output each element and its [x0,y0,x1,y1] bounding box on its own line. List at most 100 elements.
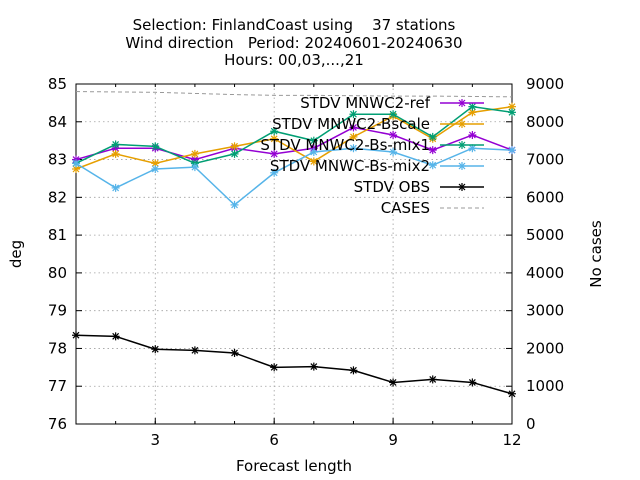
legend-stdv-mnwc-bs-mix2-label: STDV MNWC-Bs-mix2 [270,157,430,175]
series-stdv-mnwc2-ref-point [468,131,477,139]
series-stdv-mnwc-bs-mix2-line [75,147,513,206]
series-stdv-mnwc2-bs-mix1-point [270,127,279,136]
series-stdv-obs-point [190,346,199,355]
series-stdv-mnwc-bs-mix2-point [428,161,437,170]
title-line-2: Wind direction Period: 20240601-20240630 [125,34,462,52]
x-axis-label: Forecast length [236,457,352,475]
y-axis-label: deg [7,240,25,268]
series-stdv-mnwc2-bs-mix1-point [151,142,160,151]
series-stdv-mnwc-bs-mix2-point [151,165,160,173]
legend-stdv-mnwc2-bs-mix1: STDV MNWC2-Bs-mix1 [260,136,484,154]
series-stdv-mnwc-bs-mix2-point [349,144,358,153]
series-stdv-mnwc2-bs-mix1-point [508,108,516,117]
y-tick-label: 82 [48,188,67,206]
series-stdv-mnwc2-bs-mix1-point [428,132,437,141]
x-tick-label: 6 [269,431,279,449]
y-tick-label: 76 [48,415,67,433]
legend-stdv-mnwc2-bscale-marker [458,120,466,128]
y-tick-label: 83 [48,151,67,169]
legend-stdv-obs: STDV OBS [354,178,484,196]
series-stdv-mnwc2-bscale-point [270,134,279,143]
y2-tick-label: 5000 [526,226,564,244]
y-tick-label: 78 [48,339,67,357]
series-stdv-mnwc2-ref-point [270,149,279,158]
y2-tick-label: 2000 [526,339,564,357]
plot-frame [75,83,513,425]
series-stdv-obs [72,331,516,398]
series-stdv-obs-point [309,362,318,371]
legend-stdv-mnwc2-ref-label: STDV MNWC2-ref [300,94,430,112]
series-stdv-mnwc2-bs-mix1-point [349,110,358,119]
series-stdv-mnwc2-bs-mix1-point [468,102,477,111]
title-line-3: Hours: 00,03,...,21 [224,51,364,69]
grid [76,84,512,424]
series-stdv-mnwc2-ref-point [349,123,358,132]
series-cases [75,91,513,98]
series-stdv-mnwc2-bscale-point [349,132,358,141]
series-stdv-obs-point [389,378,398,387]
series-stdv-obs-line [75,334,513,395]
legend-stdv-mnwc2-ref: STDV MNWC2-ref [300,94,484,112]
series-stdv-mnwc2-bscale-point [190,149,199,158]
series-stdv-mnwc-bs-mix2-point [230,200,239,209]
series-stdv-mnwc-bs-mix2-point [72,159,80,168]
series-stdv-obs-point [468,378,477,387]
y-tick-label: 85 [48,75,67,93]
legend-stdv-obs-marker [458,183,466,191]
y2-tick-label: 1000 [526,377,564,395]
axes: 76 77 78 79 80 81 82 83 84 85 0 1000 2000 3000 4000 500… [48,75,564,449]
legend-cases-label: CASES [381,199,430,217]
series-stdv-mnwc2-bscale-point [111,149,120,158]
series-stdv-mnwc2-bscale-point [151,159,160,168]
series-stdv-mnwc-bs-mix2-point [309,148,318,156]
legend-stdv-mnwc2-bs-mix1-label: STDV MNWC2-Bs-mix1 [260,136,430,154]
y2-tick-label: 0 [526,415,536,433]
series-stdv-obs-point [151,345,160,354]
legend-stdv-mnwc2-bscale-label: STDV MNWC2-Bscale [272,115,430,133]
series-stdv-mnwc2-bs-mix1-point [309,136,318,145]
series-stdv-mnwc-bs-mix2-point [111,183,120,192]
series-stdv-obs-point [111,332,120,341]
series-stdv-mnwc2-bs-mix1-line [75,105,513,165]
series-stdv-obs-point [230,348,239,357]
series-cases-line [75,91,513,98]
series-stdv-mnwc2-bscale-line [75,105,513,170]
y-tick-label: 77 [48,377,67,395]
series-stdv-obs-point [349,366,358,375]
legend-stdv-mnwc2-bscale: STDV MNWC2-Bscale [272,115,484,133]
series-stdv-mnwc2-bs-mix1-point [389,110,398,119]
x-tick-label: 3 [150,431,160,449]
y2-tick-label: 6000 [526,188,564,206]
y2-tick-label: 3000 [526,302,564,320]
series-stdv-mnwc-bs-mix2-point [190,163,199,172]
legend-cases: CASES [381,199,484,217]
legend-stdv-mnwc2-ref-marker [458,99,466,107]
series-stdv-mnwc-bs-mix2-point [270,168,279,177]
chart-title: Selection: FinlandCoast using 37 station… [125,16,462,69]
legend-stdv-obs-label: STDV OBS [354,178,430,196]
series-stdv-mnwc2-ref-point [428,146,437,155]
series-stdv-mnwc2-ref-point [389,131,398,139]
series-stdv-mnwc2-bs-mix1 [72,102,516,168]
series-stdv-mnwc2-ref-line [75,126,513,161]
y-tick-label: 84 [48,113,67,131]
y-tick-label: 79 [48,302,67,320]
legend-stdv-mnwc-bs-mix2: STDV MNWC-Bs-mix2 [270,157,484,175]
legend: STDV MNWC2-ref STDV MNWC2-Bscale STDV MNWC… [260,94,484,217]
y2-tick-label: 4000 [526,264,564,282]
y-tick-label: 81 [48,226,67,244]
y2-tick-label: 7000 [526,151,564,169]
series-stdv-mnwc-bs-mix2 [72,144,516,209]
x-tick-label: 9 [388,431,398,449]
series [72,91,516,398]
series-stdv-mnwc2-bscale-point [309,157,318,166]
series-stdv-obs-point [428,375,437,384]
series-stdv-mnwc-bs-mix2-point [389,148,398,156]
legend-stdv-mnwc2-bs-mix1-marker [458,141,466,149]
y2-tick-label: 9000 [526,75,564,93]
series-stdv-obs-point [72,331,80,340]
series-stdv-mnwc-bs-mix2-point [508,146,516,155]
y2-axis-label: No cases [587,220,605,288]
series-stdv-obs-point [508,389,516,398]
